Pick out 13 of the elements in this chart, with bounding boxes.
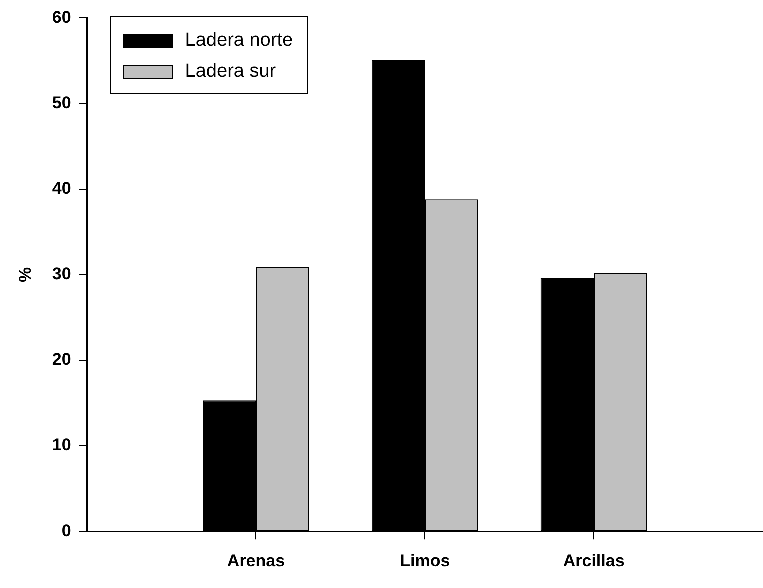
y-tick-label: 60 <box>52 8 72 27</box>
y-tick-label: 10 <box>52 436 72 455</box>
y-tick-label: 40 <box>52 179 72 198</box>
y-tick-label: 30 <box>52 264 72 284</box>
y-tick-label: 20 <box>52 350 72 370</box>
x-tick-label: Arcillas <box>563 551 625 570</box>
y-tick-label: 0 <box>62 521 72 540</box>
x-tick-label: Limos <box>400 551 450 570</box>
legend-label: Ladera sur <box>185 60 276 83</box>
x-tick-label: Arenas <box>227 551 286 570</box>
y-axis-title: % <box>16 267 35 282</box>
legend-label: Ladera norte <box>185 30 294 52</box>
y-tick-label: 50 <box>52 93 72 112</box>
